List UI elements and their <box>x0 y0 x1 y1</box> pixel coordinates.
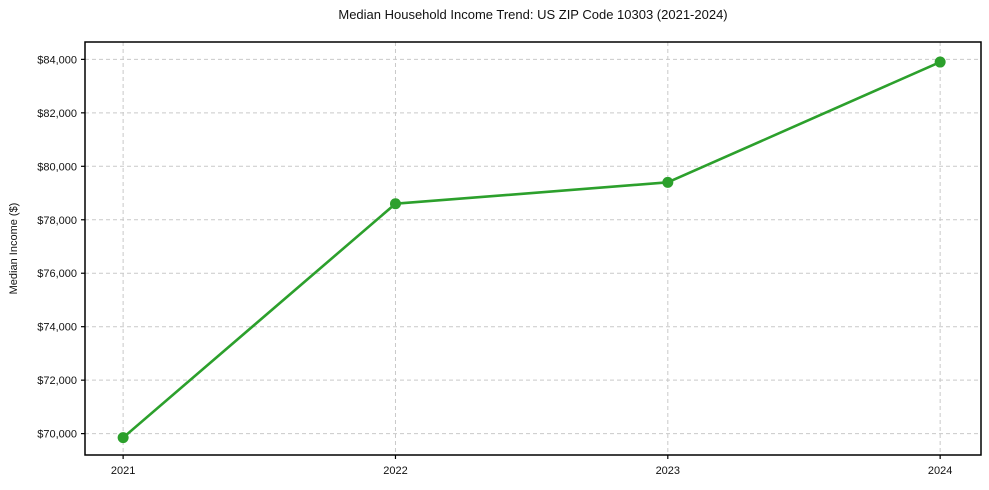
y-tick-label: $82,000 <box>37 108 77 120</box>
chart-title: Median Household Income Trend: US ZIP Co… <box>338 7 728 22</box>
y-tick-label: $72,000 <box>37 375 77 387</box>
plot-border <box>84 41 982 456</box>
data-point-2022 <box>389 198 401 210</box>
data-point-2023 <box>662 176 674 188</box>
data-point-2021 <box>117 432 129 444</box>
y-tick-label: $78,000 <box>37 215 77 227</box>
y-tick-label: $76,000 <box>37 268 77 280</box>
x-tick-label: 2021 <box>111 465 135 477</box>
y-axis-label: Median Income ($) <box>8 203 20 295</box>
y-tick-label: $80,000 <box>37 161 77 173</box>
y-tick-label: $74,000 <box>37 322 77 334</box>
x-tick-label: 2023 <box>656 465 680 477</box>
y-tick-label: $84,000 <box>37 54 77 66</box>
data-point-2024 <box>934 56 946 68</box>
y-tick-label: $70,000 <box>37 429 77 441</box>
x-tick-label: 2022 <box>383 465 407 477</box>
income-trend-line <box>121 60 942 439</box>
x-tick-label: 2024 <box>928 465 952 477</box>
